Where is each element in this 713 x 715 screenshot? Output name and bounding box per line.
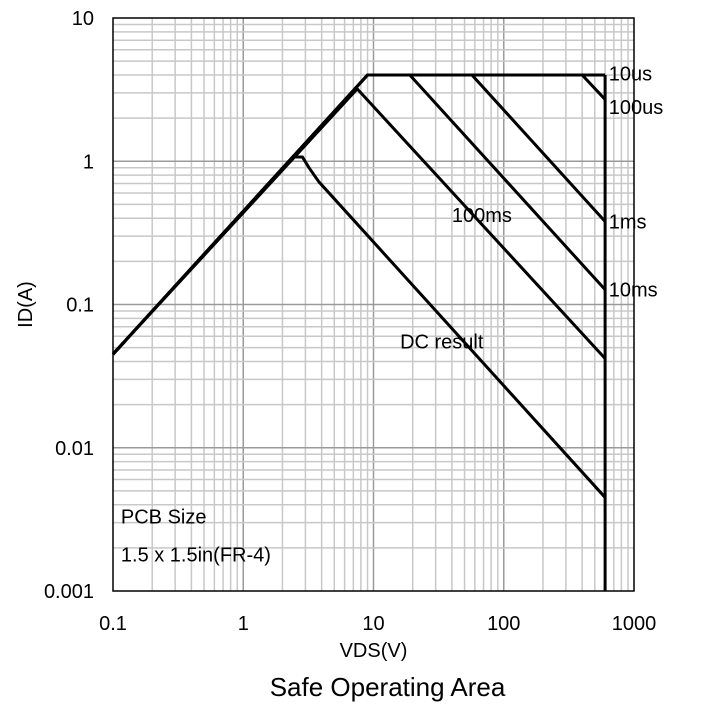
series-1ms: [111, 73, 607, 356]
y-tick-label: 1: [83, 151, 94, 173]
series-100us: [111, 73, 607, 356]
annotation-label: 1ms: [609, 211, 647, 233]
x-tick-label: 1: [238, 613, 249, 635]
y-tick-label: 0.1: [66, 295, 94, 317]
chart-title: Safe Operating Area: [269, 672, 506, 702]
x-axis-label: VDS(V): [340, 640, 408, 662]
annotation-label: 10ms: [609, 280, 658, 302]
series-10ms: [111, 73, 607, 356]
y-tick-label: 0.001: [44, 581, 94, 603]
y-tick-labels: 0.001 0.01 0.1 1 10: [44, 8, 94, 603]
series-dc-result: [111, 155, 607, 499]
annotation-label: PCB Size: [121, 507, 207, 529]
annotations: 10us 100us 1ms 10ms 100ms DC result PCB Size 1.…: [121, 63, 663, 566]
grid: [113, 18, 634, 591]
y-axis-label: ID(A): [15, 281, 37, 328]
x-tick-label: 1000: [612, 613, 657, 635]
annotation-label: 10us: [609, 63, 652, 85]
annotation-label: 100ms: [452, 205, 512, 227]
x-tick-label: 100: [487, 613, 520, 635]
x-tick-labels: 0.1 1 10 100 1000: [99, 613, 656, 635]
x-tick-label: 0.1: [99, 613, 127, 635]
x-tick-label: 10: [362, 613, 384, 635]
series-10us: [111, 73, 606, 356]
annotation-label: 1.5 x 1.5in(FR-4): [121, 544, 271, 566]
y-tick-label: 0.01: [55, 438, 94, 460]
annotation-label: DC result: [400, 332, 484, 354]
annotation-label: 100us: [609, 97, 664, 119]
series-layer: [111, 73, 607, 591]
plot-frame: [112, 17, 635, 592]
y-tick-label: 10: [72, 8, 94, 30]
